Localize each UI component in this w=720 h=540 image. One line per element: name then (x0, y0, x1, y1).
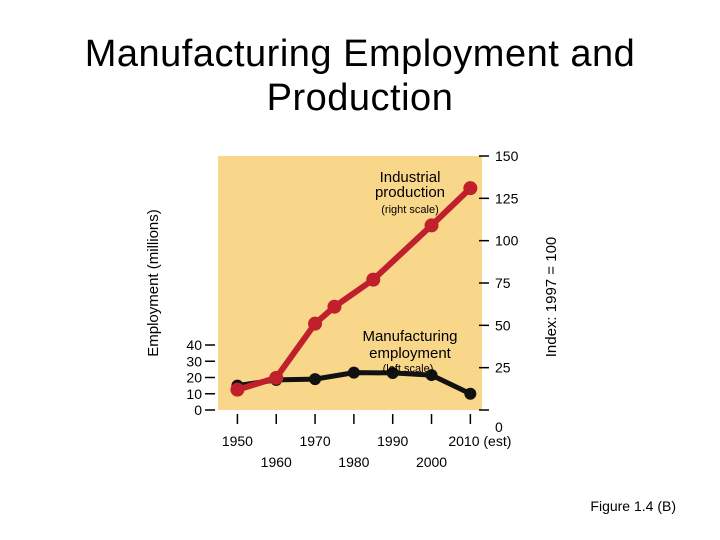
employment-sublabel: (left scale) (383, 363, 434, 375)
production-label-line-2: production (375, 184, 445, 201)
employment-point (347, 366, 360, 379)
employment-label-line-1: Manufacturing (362, 328, 457, 345)
x-axis-tick-label: 1980 (338, 454, 369, 470)
chart-title-line-2: Production (266, 77, 454, 119)
right-axis-title: Index: 1997 = 100 (543, 237, 560, 358)
right-axis-tick-label: 150 (495, 148, 519, 164)
production-point (424, 218, 439, 233)
production-point (230, 382, 245, 397)
employment-label-line-2: employment (369, 345, 452, 362)
right-axis-tick-label: 50 (495, 317, 511, 333)
right-axis-tick-label: 0 (495, 419, 503, 435)
x-axis-tick-label: 1950 (222, 433, 253, 449)
production-point (308, 316, 323, 331)
chart-title-line-1: Manufacturing Employment and (84, 33, 636, 75)
right-axis-tick-label: 125 (495, 190, 519, 206)
x-axis-tick-label: 2000 (416, 454, 447, 470)
x-axis-tick-label: 1970 (299, 433, 330, 449)
left-axis-title: Employment (millions) (145, 209, 162, 357)
right-axis-tick-label: 75 (495, 275, 511, 291)
chart-title: Manufacturing Employment and Production (0, 32, 720, 120)
production-point (463, 181, 478, 196)
employment-point (386, 366, 399, 379)
right-axis-tick-label: 25 (495, 360, 511, 376)
figure-label: Figure 1.4 (B) (590, 498, 676, 514)
x-axis-tick-label: 1990 (377, 433, 408, 449)
left-axis-tick-label: 40 (186, 337, 202, 353)
plot-area (218, 156, 482, 410)
employment-point (425, 369, 438, 382)
left-axis-tick-label: 10 (186, 386, 202, 402)
x-axis-tick-label: 2010 (est) (448, 433, 511, 449)
right-axis-tick-label: 100 (495, 233, 519, 249)
x-axis-tick-label: 1960 (261, 454, 292, 470)
production-sublabel: (right scale) (381, 204, 438, 216)
left-axis-tick-label: 30 (186, 353, 202, 369)
production-point (366, 272, 381, 287)
employment-point (309, 373, 322, 386)
production-label-line-1: Industrial (380, 169, 441, 186)
production-point (269, 370, 284, 385)
left-axis-tick-label: 0 (194, 402, 202, 418)
production-point (327, 299, 342, 314)
employment-point (464, 387, 477, 400)
left-axis-tick-label: 20 (186, 370, 202, 386)
